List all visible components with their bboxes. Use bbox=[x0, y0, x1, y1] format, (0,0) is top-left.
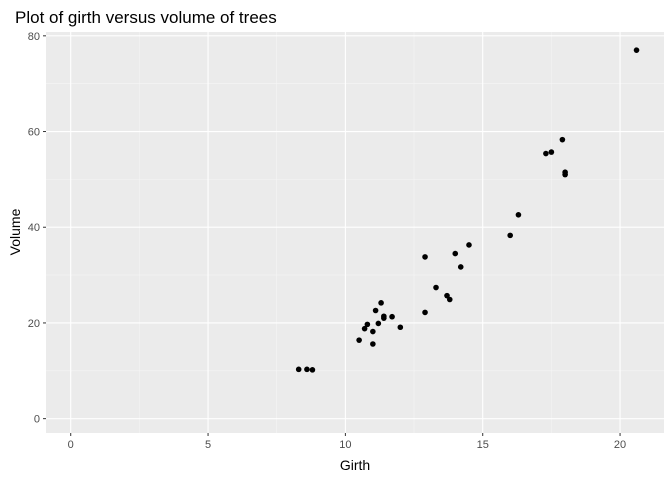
data-point bbox=[389, 313, 395, 320]
data-point bbox=[309, 367, 316, 373]
y-tick-label: 20 bbox=[28, 318, 40, 330]
minor-gridlines bbox=[46, 32, 664, 433]
axis-ticks: 0 5 10 15 20 0 20 40 60 80 bbox=[28, 31, 626, 451]
data-point bbox=[422, 254, 428, 260]
data-point bbox=[543, 150, 549, 157]
data-point bbox=[548, 149, 555, 155]
data-point bbox=[562, 171, 568, 178]
data-point bbox=[422, 309, 428, 316]
data-point bbox=[452, 250, 459, 257]
x-tick-label: 15 bbox=[477, 439, 489, 451]
y-tick-label: 60 bbox=[28, 127, 40, 139]
data-point bbox=[381, 313, 387, 320]
data-point bbox=[378, 300, 384, 306]
y-tick-label: 80 bbox=[28, 31, 40, 43]
x-tick-label: 20 bbox=[614, 439, 626, 451]
data-point bbox=[466, 242, 472, 248]
chart-title: Plot of girth versus volume of trees bbox=[15, 8, 277, 27]
y-tick-label: 40 bbox=[28, 222, 40, 234]
data-point bbox=[372, 307, 379, 314]
data-point bbox=[515, 211, 522, 218]
data-point bbox=[433, 284, 439, 291]
data-point bbox=[507, 232, 513, 239]
x-tick-label: 5 bbox=[205, 439, 211, 451]
y-tick-label: 0 bbox=[34, 414, 40, 426]
data-point bbox=[397, 324, 404, 331]
plot-panel bbox=[46, 32, 664, 433]
data-point bbox=[361, 325, 368, 332]
data-point bbox=[559, 136, 566, 143]
data-point bbox=[633, 47, 640, 53]
data-point bbox=[304, 366, 310, 373]
data-point bbox=[370, 341, 376, 347]
x-axis-title: Girth bbox=[340, 457, 370, 473]
x-tick-label: 0 bbox=[68, 439, 74, 451]
x-tick-label: 10 bbox=[339, 439, 351, 451]
major-gridlines bbox=[46, 32, 664, 433]
data-point bbox=[364, 321, 371, 328]
data-points bbox=[295, 47, 640, 373]
data-point bbox=[375, 320, 382, 327]
data-point bbox=[370, 328, 376, 335]
data-point bbox=[446, 296, 453, 303]
data-point bbox=[356, 337, 362, 343]
y-axis-title: Volume bbox=[7, 208, 23, 255]
data-point bbox=[295, 366, 302, 373]
data-point bbox=[457, 264, 464, 270]
